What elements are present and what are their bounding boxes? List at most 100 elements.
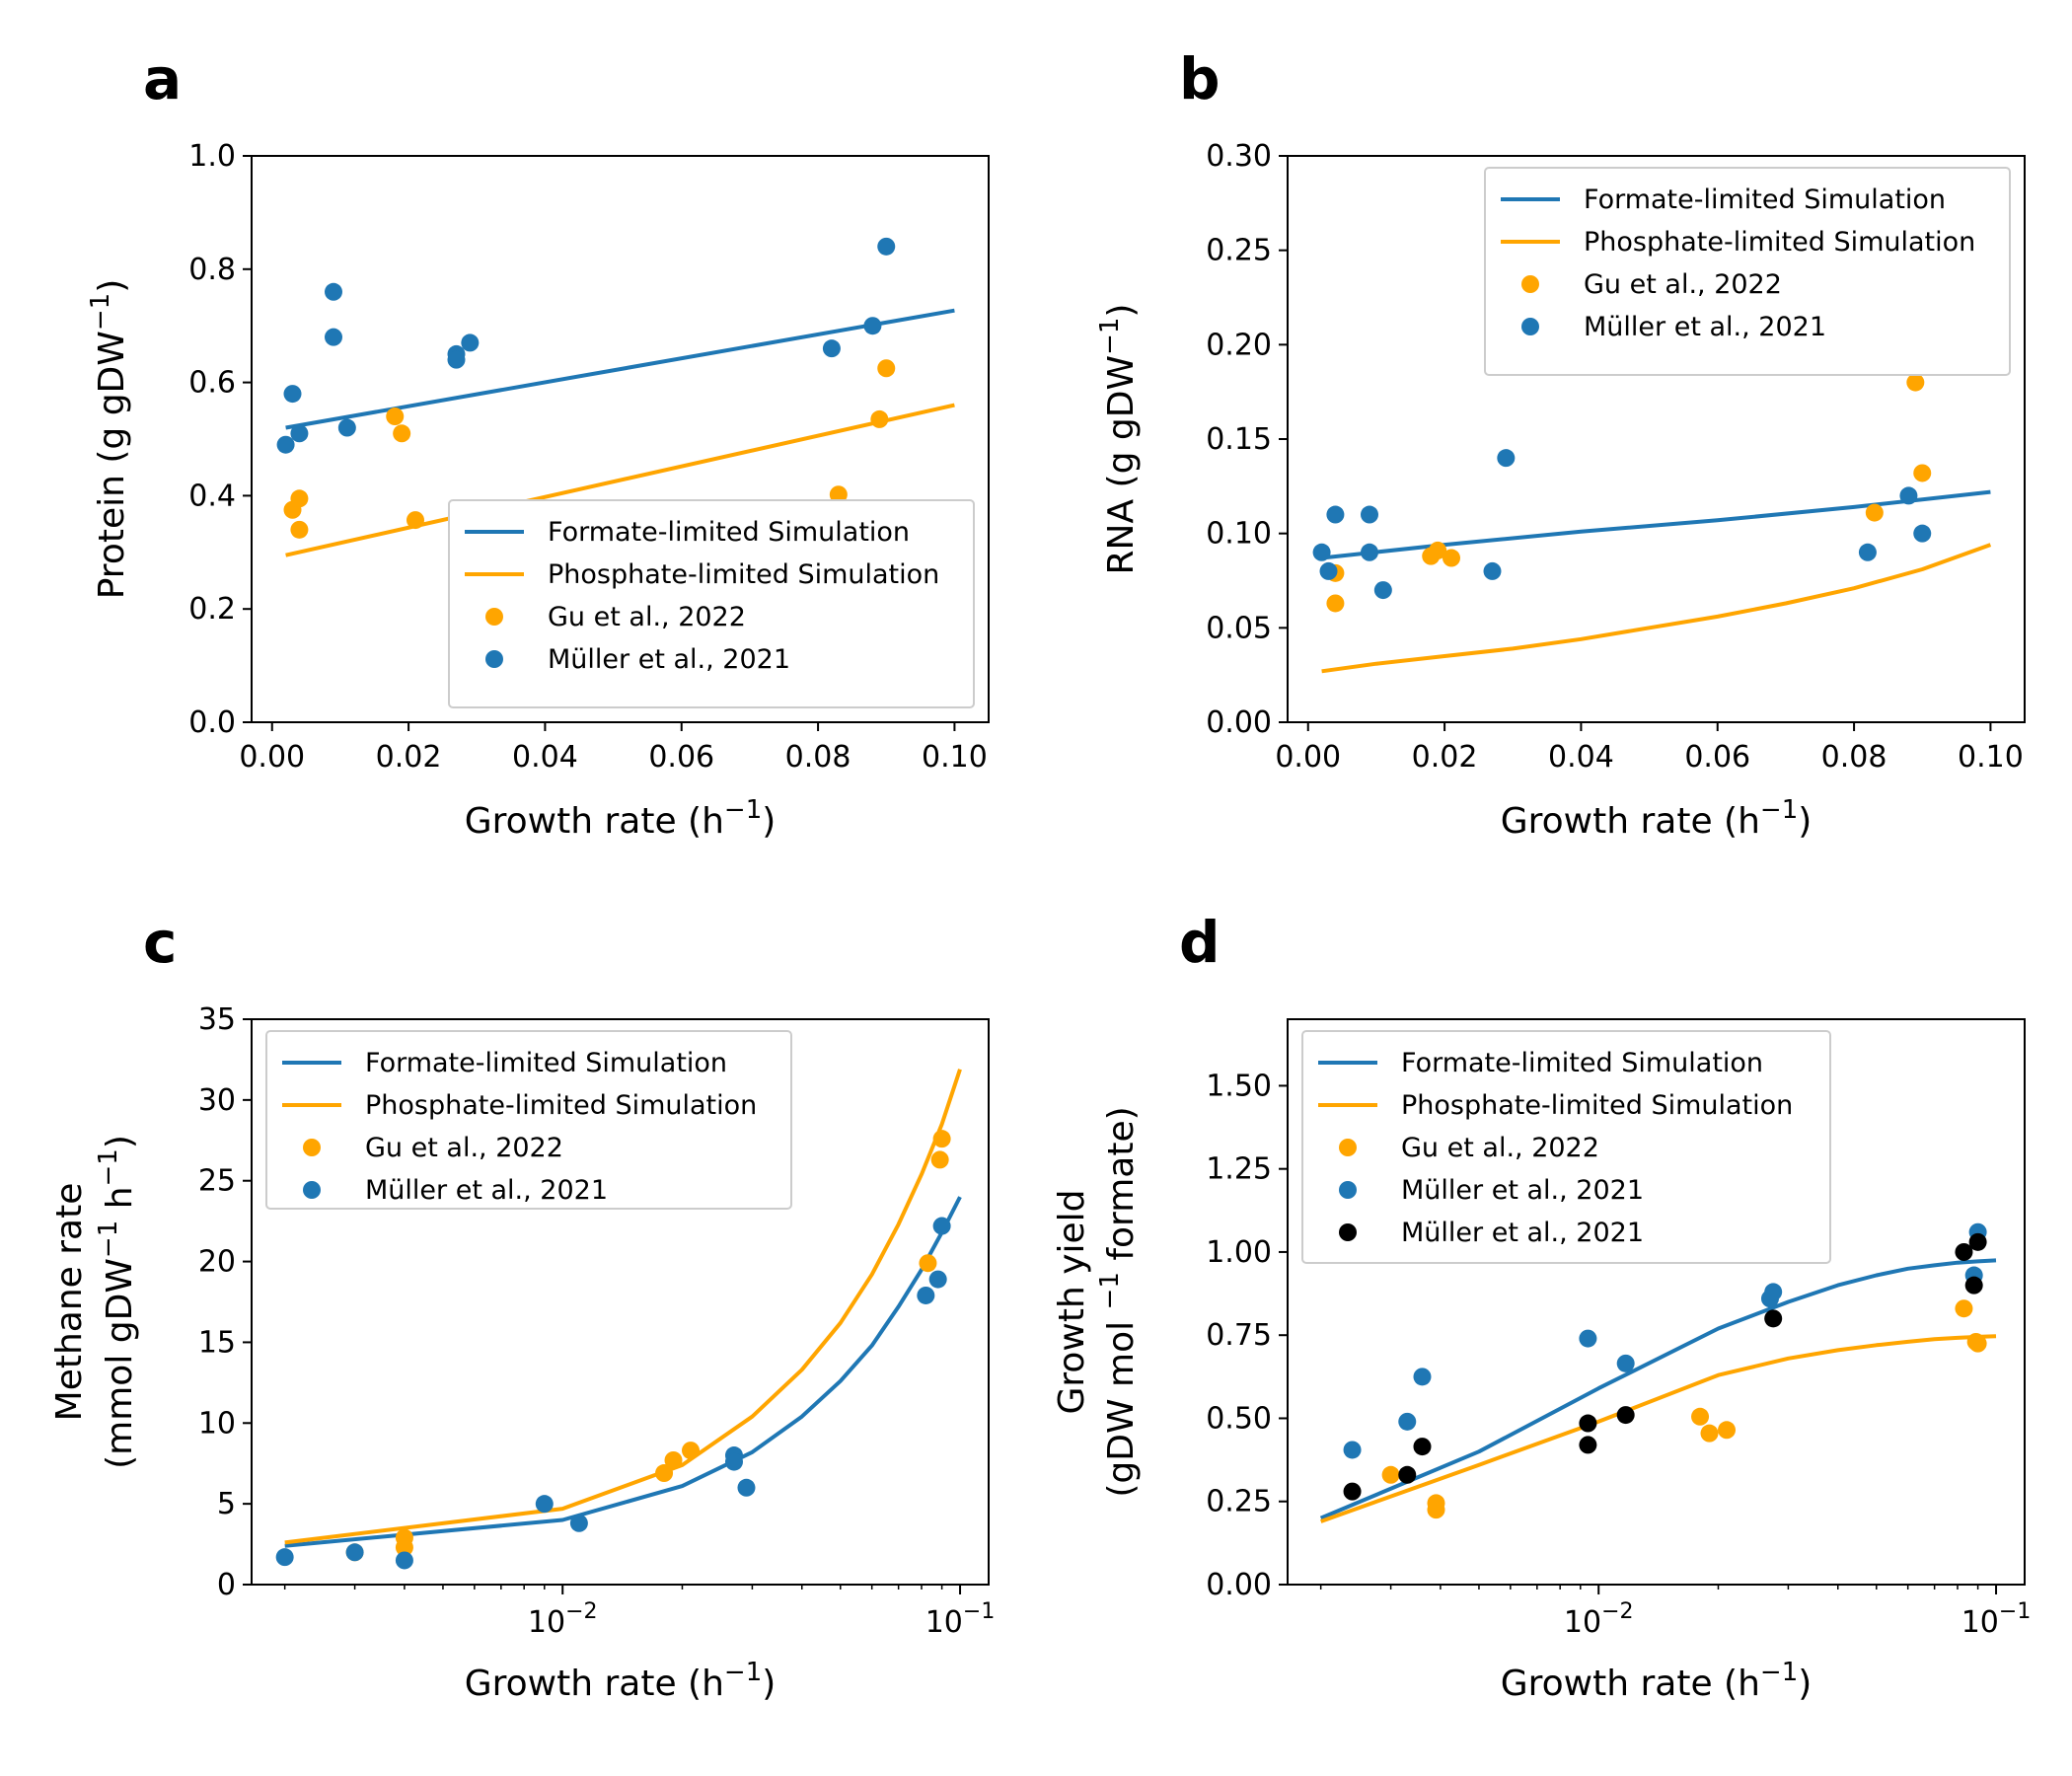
x-tick-label: 0.00 [1275, 740, 1341, 775]
series-line-phosphate [1321, 543, 1992, 674]
legend-box [448, 499, 975, 708]
data-point-phosphate [290, 489, 309, 508]
y-tick-label: 1.0 [188, 139, 236, 174]
data-point-phosphate [1443, 549, 1460, 567]
y-axis-label: Growth yield [1052, 1189, 1092, 1414]
x-tick-label: 0.06 [648, 740, 714, 775]
legend: Formate-limited Simulation Phosphate-limi… [265, 1030, 792, 1210]
y-tick-label: 0.10 [1206, 517, 1272, 552]
data-point-formate [863, 317, 882, 335]
data-point-black [1968, 1232, 1987, 1251]
y-axis-label: Methane rate [49, 1183, 90, 1422]
x-tick-label: 0.04 [1548, 740, 1614, 775]
x-axis-label: Growth rate (h−1) [1501, 795, 1813, 842]
legend-label: Formate-limited Simulation [365, 1048, 727, 1078]
legend-label: Gu et al., 2022 [1584, 269, 1782, 300]
legend-label: Gu et al., 2022 [365, 1133, 563, 1163]
plot-frame [251, 155, 990, 723]
x-tick-label: 0.08 [785, 740, 851, 775]
x-tick-label: 0.02 [376, 740, 442, 775]
data-point-formate [1413, 1368, 1432, 1386]
data-point-black [1343, 1482, 1362, 1501]
data-point-phosphate [919, 1254, 937, 1273]
y-tick-label: 5 [217, 1487, 236, 1521]
data-point-phosphate [393, 424, 411, 443]
y-axis-label: RNA (g gDW−1) [1095, 304, 1142, 575]
data-point-formate [1913, 524, 1932, 543]
data-point-black [1964, 1276, 1983, 1295]
data-point-phosphate [1429, 541, 1447, 559]
y-tick-label: 0.2 [188, 592, 236, 627]
series-line-phosphate [1320, 1334, 1997, 1523]
data-point-formate [569, 1514, 588, 1532]
y-tick-label: 10 [198, 1406, 236, 1441]
x-tick-label: 10−1 [925, 1599, 996, 1640]
y-tick-label: 1.00 [1206, 1235, 1272, 1270]
data-point-formate [275, 1548, 294, 1567]
data-point-phosphate [664, 1450, 683, 1469]
data-point-formate [928, 1270, 947, 1289]
legend-dot-phosphate [303, 1139, 321, 1156]
data-point-formate [1312, 543, 1331, 561]
legend: Formate-limited Simulation Phosphate-limi… [1484, 167, 2011, 376]
data-point-phosphate [1326, 594, 1345, 613]
y-tick-label: 20 [198, 1245, 236, 1280]
data-point-phosphate [829, 485, 848, 504]
legend-dot-formate [1521, 318, 1539, 335]
data-point-formate [535, 1495, 554, 1514]
y-tick-label: 0 [217, 1568, 236, 1602]
data-point-formate [1858, 543, 1877, 561]
x-tick-label: 0.02 [1412, 740, 1478, 775]
series-line-formate [285, 308, 955, 430]
y-tick-label: 0.6 [188, 366, 236, 401]
data-point-phosphate [1968, 1334, 1987, 1353]
data-point-black [1616, 1406, 1635, 1425]
legend-dot-formate [485, 650, 503, 668]
data-point-formate [1497, 449, 1516, 468]
legend-label: Müller et al., 2021 [1401, 1218, 1644, 1248]
data-point-formate [1616, 1354, 1635, 1372]
legend-label: Phosphate-limited Simulation [365, 1090, 757, 1121]
x-tick-label: 0.06 [1684, 740, 1750, 775]
x-axis-label: Growth rate (h−1) [465, 1658, 777, 1704]
y-tick-label: 0.30 [1206, 139, 1272, 174]
data-point-phosphate [930, 1150, 949, 1169]
y-tick-label: 1.50 [1206, 1069, 1272, 1103]
y-tick-label: 0.4 [188, 479, 236, 513]
data-point-formate [337, 418, 356, 437]
legend-dot-phosphate [1521, 275, 1539, 293]
legend-label: Formate-limited Simulation [1584, 185, 1946, 215]
data-point-formate [395, 1551, 413, 1570]
legend-box [1301, 1030, 1831, 1264]
x-tick-label: 10−2 [1564, 1599, 1634, 1640]
y-tick-label: 35 [198, 1002, 236, 1037]
legend-label: Müller et al., 2021 [548, 644, 790, 675]
panel-letter: d [1179, 909, 1221, 976]
x-tick-label: 0.00 [239, 740, 305, 775]
y-tick-label: 0.00 [1206, 705, 1272, 740]
panel-a: a 0.0 0.2 0.4 0.6 0.8 1.0 0.00 0.02 0.04 0.06 0.08 0… [86, 45, 990, 842]
data-point-black [1579, 1436, 1597, 1454]
x-tick-label: 0.04 [512, 740, 578, 775]
data-point-black [1764, 1309, 1783, 1328]
y-tick-label: 0.15 [1206, 422, 1272, 457]
data-point-formate [1579, 1329, 1597, 1348]
legend-label: Müller et al., 2021 [1401, 1175, 1644, 1206]
data-point-phosphate [655, 1464, 674, 1483]
series-line-formate [1319, 1258, 1997, 1520]
data-point-formate [461, 333, 480, 352]
data-point-formate [737, 1478, 756, 1497]
y-axis-label-units: (gDW mol −1 formate) [1095, 1106, 1142, 1497]
y-tick-label: 1.25 [1206, 1152, 1272, 1187]
y-tick-label: 0.75 [1206, 1318, 1272, 1353]
panel-letter: a [143, 45, 182, 112]
legend-label: Phosphate-limited Simulation [1584, 227, 1975, 258]
panel-letter: b [1179, 45, 1221, 112]
data-point-phosphate [870, 409, 889, 428]
data-point-formate [1343, 1441, 1362, 1459]
legend-label: Gu et al., 2022 [1401, 1133, 1599, 1163]
legend-dot-formate [1339, 1181, 1357, 1199]
x-tick-label: 10−2 [528, 1599, 598, 1640]
x-tick-label: 10−1 [1961, 1599, 2032, 1640]
data-point-formate [932, 1217, 951, 1235]
